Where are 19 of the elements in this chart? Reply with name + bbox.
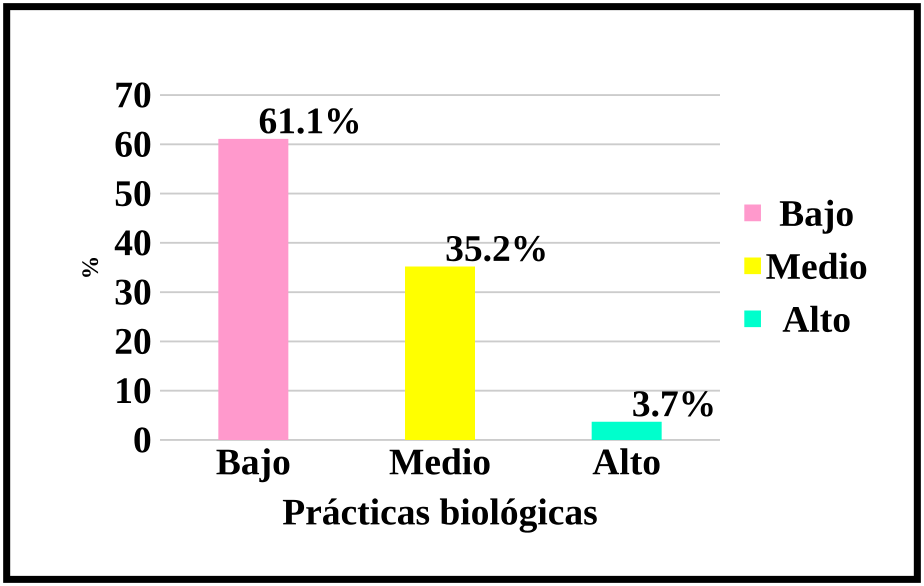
x-tick-label: Medio bbox=[390, 448, 490, 475]
y-tick-label: 50 bbox=[116, 180, 150, 206]
legend-label: Medio bbox=[766, 252, 866, 280]
x-tick-label: Alto bbox=[592, 448, 660, 475]
y-tick-label: 10 bbox=[117, 378, 150, 404]
x-tick-label: Bajo bbox=[216, 448, 290, 482]
y-tick-label: 60 bbox=[116, 132, 150, 157]
legend-label: Bajo bbox=[780, 200, 853, 234]
legend-label: Alto bbox=[782, 306, 850, 332]
y-tick-label: 20 bbox=[116, 328, 150, 354]
y-tick-label: 70 bbox=[116, 82, 150, 108]
y-tick-label: 0 bbox=[134, 427, 150, 453]
y-axis-title: % bbox=[82, 258, 98, 277]
y-tick-label: 40 bbox=[114, 230, 150, 256]
y-tick-label: 30 bbox=[116, 280, 150, 305]
x-axis-title: Prácticas biológicas bbox=[282, 498, 597, 533]
data-label: 61.1% bbox=[260, 108, 358, 134]
data-label: 35.2% bbox=[446, 236, 545, 262]
data-label: 3.7% bbox=[633, 391, 713, 417]
